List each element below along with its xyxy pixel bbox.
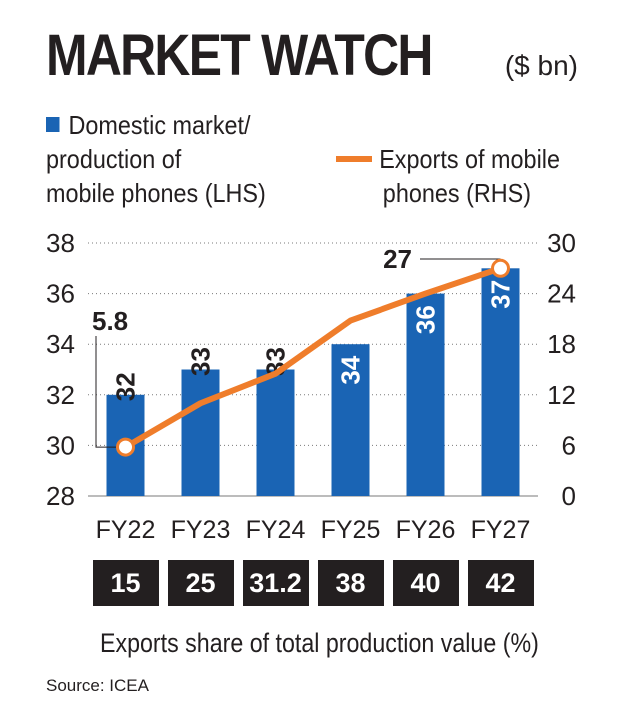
left-axis-tick: 28: [46, 481, 75, 511]
right-axis-tick: 18: [547, 329, 576, 359]
bar-value-label: 34: [336, 355, 366, 384]
callout-leader: [95, 336, 126, 448]
chart-title: MARKET WATCH: [46, 23, 433, 88]
legend-line-text-2: phones (RHS): [382, 178, 532, 208]
right-axis-tick: 0: [562, 481, 576, 511]
source-note: Source: ICEA: [46, 676, 149, 695]
exports-share-value: 40: [392, 560, 459, 606]
x-axis-label: FY22: [96, 516, 156, 544]
exports-share-value: 15: [92, 560, 159, 606]
left-axis-tick: 32: [46, 380, 75, 410]
right-axis-tick: 24: [547, 279, 576, 309]
bar: [181, 369, 220, 496]
legend-bar-text-2: production of: [46, 144, 182, 174]
x-axis-label: FY26: [396, 516, 456, 544]
legend-line-swatch: [336, 156, 372, 162]
legend-line-text-1: Exports of mobile: [379, 144, 560, 174]
bar-value-label: 36: [411, 305, 441, 334]
legend-line-series: Exports of mobile phones (RHS): [336, 142, 560, 210]
data-point-marker: [491, 258, 510, 278]
bar-value-label: 32: [111, 372, 141, 401]
exports-share-value: 38: [317, 560, 384, 606]
exports-share-value: 25: [167, 560, 234, 606]
legend-bar-text-3: mobile phones (LHS): [46, 178, 266, 208]
bar: [331, 344, 370, 496]
bar-value-label: 33: [186, 347, 216, 376]
right-axis-tick: 6: [562, 430, 576, 460]
exports-share-caption: Exports share of total production value …: [100, 628, 539, 658]
right-axis-tick: 12: [547, 380, 576, 410]
legend-bar-text-1: Domestic market/: [68, 110, 251, 140]
exports-line: [123, 265, 502, 450]
data-point-marker: [116, 437, 135, 457]
legend-bar-series: Domestic market/ production of mobile ph…: [46, 108, 266, 210]
unit-label: ($ bn): [504, 50, 578, 81]
left-axis-tick: 38: [46, 228, 75, 258]
callout-first-value: 5.8: [92, 306, 128, 336]
left-axis-tick: 36: [46, 279, 75, 309]
x-axis-label: FY23: [171, 516, 231, 544]
bar: [481, 268, 520, 496]
bar-value-label: 37: [486, 280, 516, 309]
exports-share-value: 31.2: [242, 560, 309, 606]
bar: [406, 293, 445, 496]
callout-last-value: 27: [383, 244, 412, 274]
x-axis-label: FY27: [471, 516, 531, 544]
left-axis-tick: 34: [46, 329, 75, 359]
left-axis-tick: 30: [46, 430, 75, 460]
x-axis-label: FY24: [246, 516, 306, 544]
exports-share-value: 42: [467, 560, 534, 606]
legend-bar-swatch: [46, 117, 60, 132]
x-axis-label: FY25: [321, 516, 381, 544]
bar: [256, 369, 295, 496]
right-axis-tick: 30: [547, 228, 576, 258]
